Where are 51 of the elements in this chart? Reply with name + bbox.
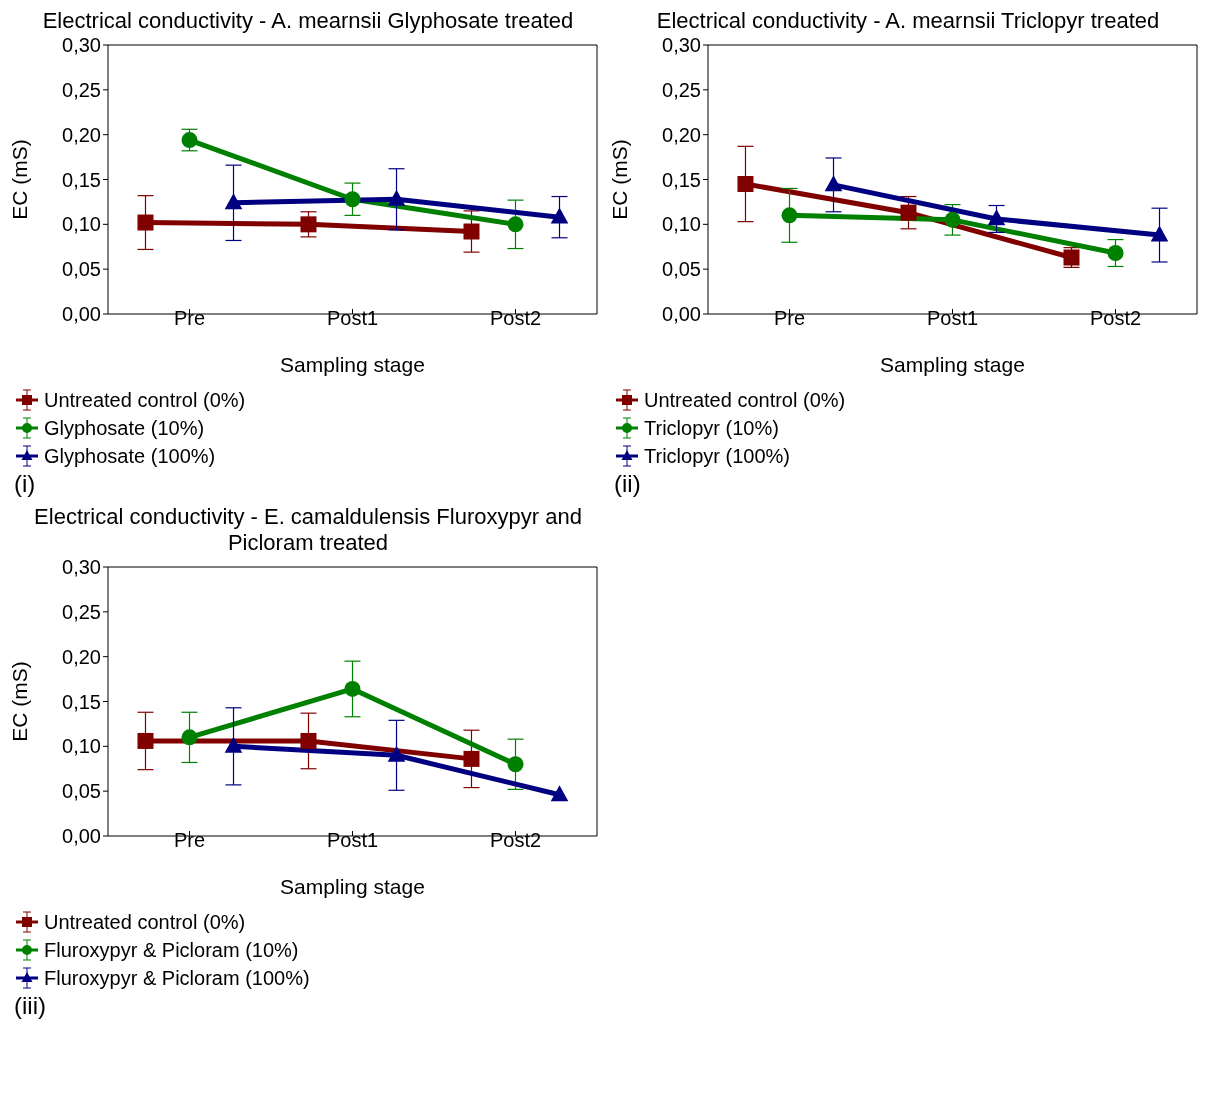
y-tick-label: 0,30 [62,34,101,57]
x-axis-title: Sampling stage [280,875,425,898]
y-tick-label: 0,30 [62,556,101,579]
text: (ii) [614,470,642,498]
legend-label: Untreated control (0%) [44,910,246,934]
y-axis-title: EC (mS) [8,139,32,220]
x-tick-label: Pre [773,307,806,330]
legend-label: Triclopyr (100%) [644,444,790,468]
y-tick-label: 0,15 [62,690,101,713]
y-tick-label: 0,30 [662,34,701,57]
y-tick-label: 0,05 [662,258,701,281]
x-tick-label: Post1 [326,307,379,330]
x-tick-label: Post2 [489,307,542,330]
chart-title: Electrical conductivity - A. mearnsii Glyphosate treated [41,8,575,35]
legend-label: Glyphosate (10%) [44,416,205,440]
y-tick-label: 0,20 [662,123,701,146]
x-tick-label: Post2 [489,829,542,852]
y-tick-label: 0,15 [662,168,701,191]
y-tick-label: 0,00 [662,303,701,326]
legend-label: Fluroxypyr & Picloram (10%) [44,938,299,962]
legend-label: Triclopyr (10%) [644,416,779,440]
y-tick-label: 0,00 [62,825,101,848]
x-tick-label: Pre [173,307,206,330]
text: (i) [14,470,37,498]
y-tick-label: 0,25 [662,78,701,101]
y-tick-label: 0,05 [62,258,101,281]
legend-label: Untreated control (0%) [644,388,846,412]
y-tick-label: 0,10 [662,213,701,236]
y-tick-label: 0,20 [62,123,101,146]
x-axis-title: Sampling stage [880,353,1025,376]
legend-label: Untreated control (0%) [44,388,246,412]
y-tick-label: 0,15 [62,168,101,191]
y-tick-label: 0,20 [62,645,101,668]
legend-label: Glyphosate (100%) [44,444,216,468]
x-tick-label: Post2 [1089,307,1142,330]
y-tick-label: 0,10 [62,213,101,236]
legend-label: Fluroxypyr & Picloram (100%) [44,966,310,990]
y-axis-title: EC (mS) [608,139,632,220]
chart-title: Electrical conductivity - A. mearnsii Triclopyr treated [655,8,1161,35]
y-tick-label: 0,25 [62,78,101,101]
y-tick-label: 0,25 [62,600,101,623]
x-tick-label: Pre [173,829,206,852]
x-tick-label: Post1 [926,307,979,330]
y-axis-title: EC (mS) [8,661,32,742]
y-tick-label: 0,10 [62,735,101,758]
x-axis-title: Sampling stage [280,353,425,376]
text: (iii) [14,992,47,1020]
y-tick-label: 0,05 [62,780,101,803]
x-tick-label: Post1 [326,829,379,852]
y-tick-label: 0,00 [62,303,101,326]
chart-title: Electrical conductivity - E. camaldulensis Fluroxypyr and Picloram treated [33,504,583,557]
